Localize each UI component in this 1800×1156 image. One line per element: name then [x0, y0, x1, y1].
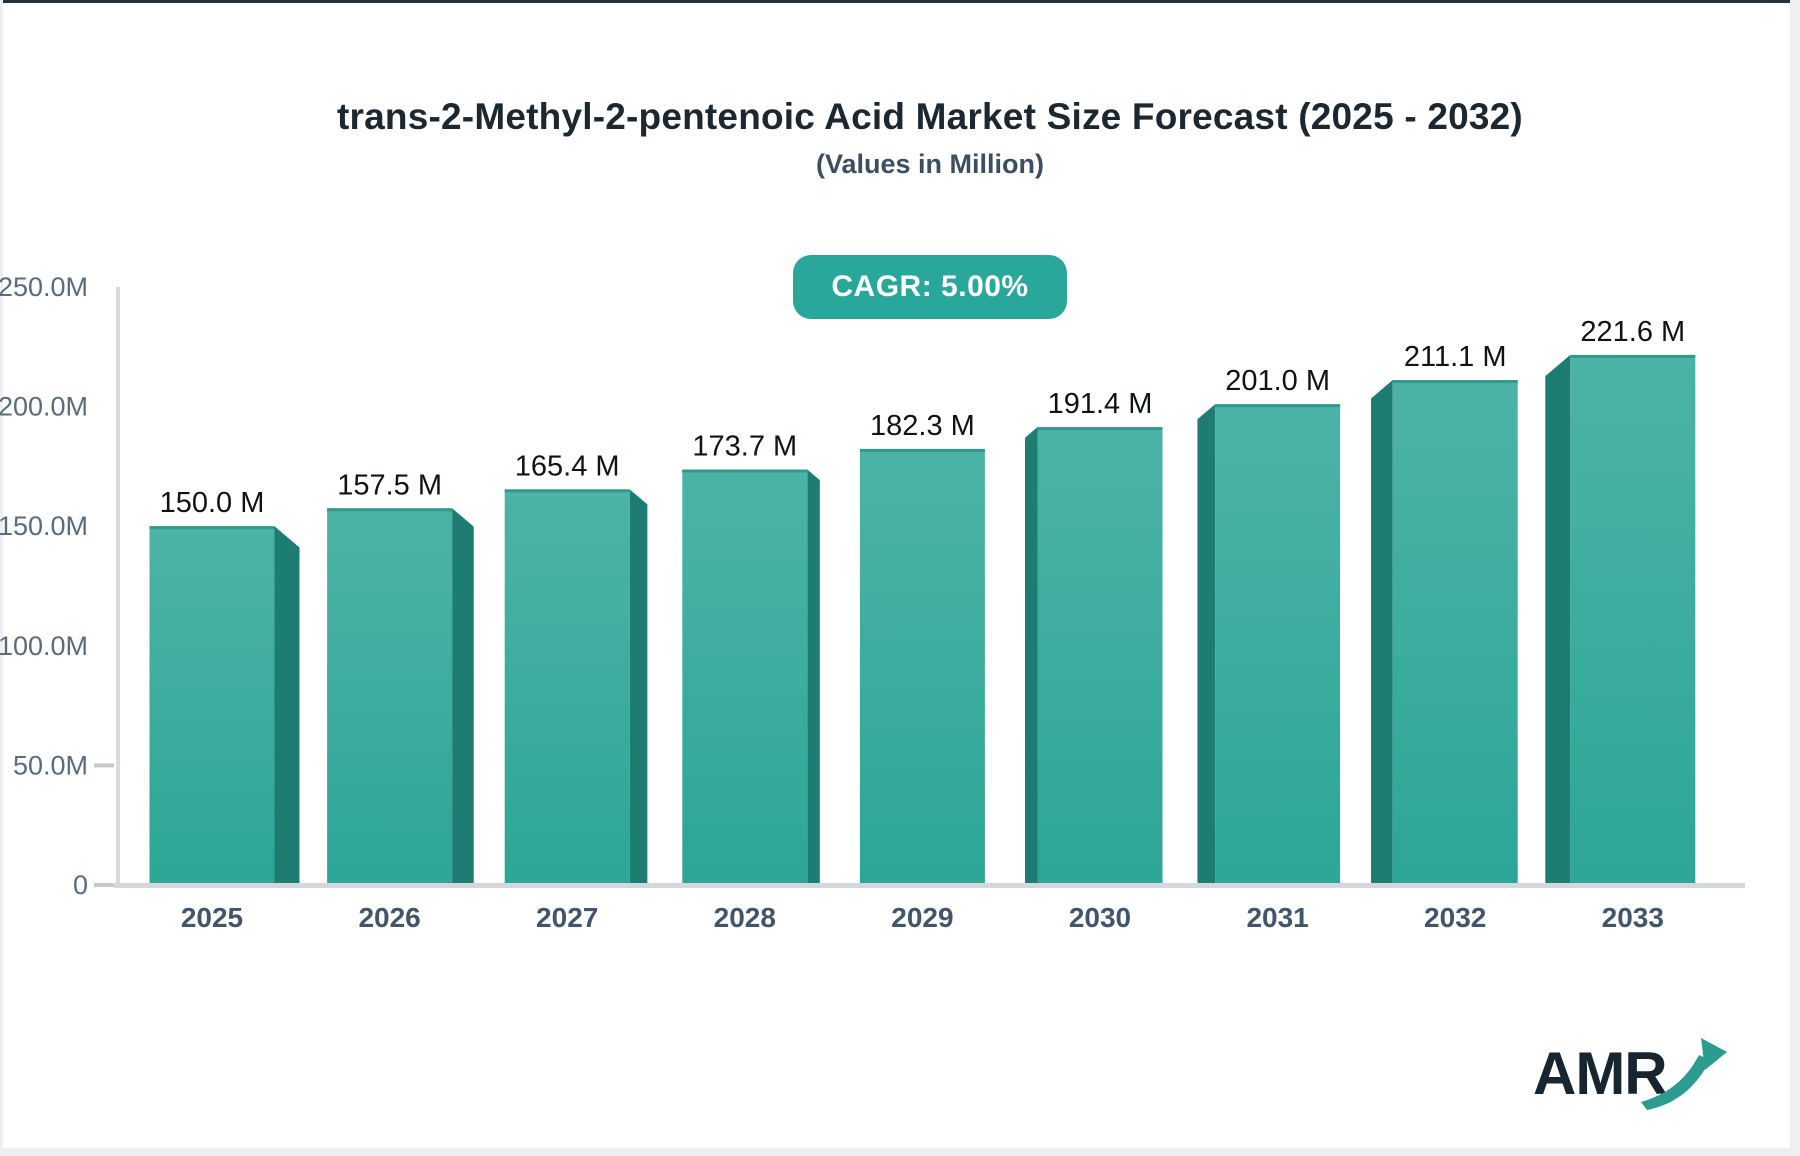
bar-top-edge: [1215, 404, 1341, 408]
x-axis-label: 2028: [714, 902, 776, 933]
bar-face: [149, 526, 275, 885]
y-axis-label: 0: [73, 870, 88, 900]
bar-group-2030: 191.4 M 2030: [1025, 388, 1163, 933]
x-axis-label: 2030: [1069, 902, 1131, 933]
cagr-badge-row: CAGR: 5.00%: [60, 255, 1800, 319]
logo-arrow-swoosh-icon: [1641, 1055, 1710, 1110]
y-axis-tick: [94, 763, 114, 768]
x-axis-line: [114, 883, 1745, 888]
bar-face: [504, 489, 630, 885]
bar-side-face: [1025, 427, 1038, 885]
bar-value-label: 165.4 M: [515, 450, 620, 482]
bars-group: 150.0 M 2025 157.5 M 2026 165.4 M 2027 173.7 M…: [149, 316, 1696, 933]
amr-logo: AMR: [1533, 1038, 1727, 1110]
cagr-badge: CAGR: 5.00%: [793, 255, 1067, 319]
bar-group-2032: 211.1 M 2032: [1371, 341, 1518, 933]
x-axis-label: 2027: [536, 902, 598, 933]
bar-value-label: 201.0 M: [1225, 365, 1330, 397]
bar-face: [682, 469, 808, 885]
bar-face: [1570, 354, 1696, 885]
bar-top-edge: [327, 508, 453, 512]
x-axis-label: 2032: [1424, 902, 1486, 933]
bar-group-2028: 173.7 M 2028: [682, 431, 820, 933]
bar-top-edge: [1037, 427, 1163, 431]
bar-top-edge: [1392, 380, 1518, 384]
bar-face: [1215, 404, 1341, 885]
logo-arrow-head-icon: [1701, 1038, 1727, 1070]
y-axis-line: [116, 287, 120, 885]
bar-face: [1037, 427, 1163, 885]
y-axis-label: 50.0M: [13, 750, 88, 780]
bar-face: [859, 448, 985, 885]
bar-value-label: 211.1 M: [1404, 341, 1507, 373]
bar-side-face: [1545, 354, 1571, 885]
y-axis-label: 200.0M: [0, 392, 88, 422]
x-axis-label: 2033: [1602, 902, 1664, 933]
bar-value-label: 191.4 M: [1048, 388, 1153, 420]
bar-group-2026: 157.5 M 2026: [327, 469, 474, 933]
x-axis-label: 2026: [358, 902, 420, 933]
bar-side-face: [1197, 404, 1216, 885]
bar-side-face: [274, 526, 300, 885]
bar-face: [1392, 380, 1518, 885]
bar-value-label: 221.6 M: [1580, 316, 1685, 348]
bar-side-face: [1371, 380, 1393, 885]
bar-value-label: 157.5 M: [337, 469, 442, 501]
x-axis-label: 2029: [891, 902, 953, 933]
amr-logo-text: AMR: [1533, 1040, 1667, 1107]
y-axis-label: 150.0M: [0, 511, 88, 541]
y-axis-label: 250.0M: [0, 272, 88, 302]
bar-value-label: 150.0 M: [160, 487, 265, 519]
bar-top-edge: [859, 448, 985, 452]
bar-side-face: [452, 508, 474, 885]
bar-group-2033: 221.6 M 2033: [1545, 316, 1696, 933]
bar-top-edge: [1570, 354, 1696, 358]
x-axis-label: 2031: [1246, 902, 1308, 933]
bar-group-2029: 182.3 M 2029: [859, 410, 985, 933]
bar-face: [327, 508, 453, 885]
y-axis-label: 100.0M: [0, 631, 88, 661]
bar-top-edge: [504, 489, 630, 493]
bar-group-2025: 150.0 M 2025: [149, 487, 300, 933]
x-axis-label: 2025: [181, 902, 243, 933]
bar-side-face: [807, 469, 820, 885]
bar-side-face: [629, 489, 648, 885]
bar-value-label: 182.3 M: [870, 410, 975, 442]
bar-group-2031: 201.0 M 2031: [1197, 365, 1341, 933]
y-axis-tick: [94, 883, 114, 887]
page-subtitle: (Values in Million): [815, 149, 1045, 179]
bar-top-edge: [682, 469, 808, 473]
page-title: trans-2-Methyl-2-pentenoic Acid Market S…: [337, 96, 1523, 137]
bar-top-edge: [149, 526, 275, 530]
bar-group-2027: 165.4 M 2027: [504, 450, 648, 933]
bar-value-label: 173.7 M: [692, 431, 797, 463]
